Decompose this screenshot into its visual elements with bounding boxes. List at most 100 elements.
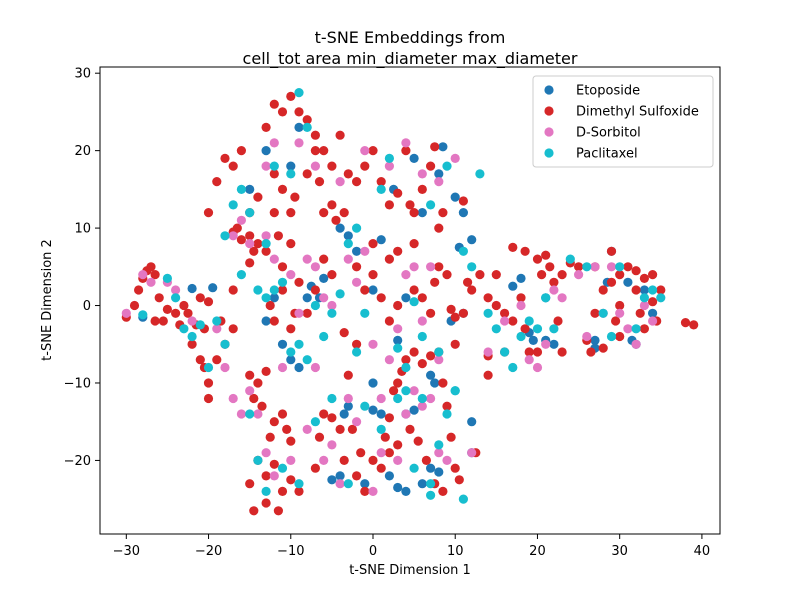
point-series1-190: [277, 107, 288, 117]
point-series2-51: [376, 448, 386, 458]
x-tick-label-6: 30: [611, 544, 628, 559]
point-series1-38: [277, 262, 288, 272]
point-series1-182: [310, 285, 320, 295]
point-series0-4: [261, 146, 271, 156]
point-series1-120: [269, 459, 279, 469]
point-series0-3: [245, 184, 255, 194]
point-series3-68: [393, 393, 403, 404]
point-series2-73: [631, 339, 641, 349]
point-series0-10: [319, 273, 329, 283]
point-series0-45: [409, 405, 419, 415]
point-series1-220: [606, 246, 617, 256]
point-series1-74: [475, 270, 485, 280]
point-series1-72: [463, 277, 473, 287]
point-series0-49: [508, 281, 518, 291]
point-series2-12: [286, 270, 296, 280]
point-series1-148: [438, 378, 448, 388]
point-series1-41: [269, 316, 279, 326]
point-series2-63: [541, 339, 551, 349]
point-series1-172: [426, 308, 436, 318]
point-series3-47: [598, 308, 608, 318]
point-series3-22: [360, 308, 370, 318]
point-series3-82: [236, 270, 246, 280]
point-series3-36: [483, 308, 493, 318]
point-series2-38: [434, 177, 444, 187]
point-series3-83: [220, 339, 230, 349]
x-tick-label-4: 10: [447, 544, 464, 559]
point-series1-219: [598, 285, 608, 295]
point-series0-25: [450, 192, 460, 202]
point-series1-187: [269, 169, 279, 179]
legend-entries: Etoposide Dimethyl Sulfoxide D-Sorbitol Pac…: [544, 84, 699, 162]
point-series3-48: [606, 331, 617, 342]
point-series2-20: [360, 246, 370, 256]
point-series1-163: [352, 339, 362, 349]
point-series1-166: [368, 270, 378, 280]
point-series1-66: [438, 208, 448, 218]
point-series0-33: [368, 378, 378, 388]
point-series0-12: [343, 231, 353, 241]
point-series1-96: [615, 300, 625, 311]
points-layer: [121, 88, 699, 516]
point-series1-78: [500, 308, 510, 318]
point-series1-58: [393, 188, 403, 198]
point-series3-0: [138, 310, 148, 320]
point-series2-37: [417, 169, 427, 179]
point-series2-13: [302, 254, 312, 264]
point-series0-34: [343, 401, 353, 411]
point-series2-57: [467, 448, 477, 458]
point-series1-153: [438, 486, 448, 496]
point-series2-7: [228, 231, 238, 241]
point-series1-34: [249, 246, 259, 256]
point-series1-207: [458, 196, 468, 206]
legend-marker-3: [544, 148, 554, 158]
point-series1-54: [360, 161, 370, 171]
point-series2-31: [294, 138, 304, 148]
point-series1-59: [401, 146, 411, 156]
point-series3-18: [327, 308, 337, 318]
point-series1-198: [343, 169, 353, 179]
point-series1-192: [294, 107, 304, 117]
point-series1-122: [286, 475, 296, 485]
point-series1-30: [236, 235, 246, 245]
point-series2-78: [220, 362, 230, 373]
point-series1-130: [319, 409, 329, 419]
point-series1-124: [273, 506, 283, 516]
point-series2-55: [434, 448, 444, 458]
point-series3-30: [434, 347, 444, 357]
point-series0-28: [467, 235, 477, 245]
point-series1-11: [171, 308, 181, 318]
point-series2-83: [409, 386, 419, 396]
point-series1-65: [434, 223, 444, 233]
point-series0-43: [434, 467, 444, 477]
point-series3-12: [269, 285, 279, 295]
point-series1-188: [261, 122, 271, 132]
point-series3-10: [245, 208, 255, 218]
point-series1-81: [520, 324, 530, 334]
point-series1-91: [586, 347, 596, 357]
point-series0-64: [648, 308, 658, 318]
point-series1-121: [277, 486, 288, 496]
point-series1-53: [352, 177, 362, 187]
point-series0-23: [438, 142, 448, 152]
point-series0-60: [623, 277, 633, 287]
point-series1-171: [417, 293, 427, 303]
point-series1-162: [343, 370, 353, 380]
point-series0-37: [335, 471, 345, 481]
point-series1-111: [249, 393, 259, 404]
point-series2-66: [574, 270, 584, 280]
point-series2-46: [319, 455, 329, 465]
point-series3-60: [261, 486, 271, 496]
point-series1-27: [228, 285, 238, 295]
y-axis: −20 −10 0 10 20 30: [64, 67, 100, 469]
point-series2-24: [401, 270, 411, 280]
point-series3-63: [310, 417, 320, 427]
x-tick-label-5: 20: [529, 544, 546, 559]
point-series1-213: [520, 246, 530, 256]
point-series1-197: [335, 130, 345, 140]
point-series1-113: [269, 417, 279, 427]
point-series2-9: [245, 239, 255, 249]
point-series3-76: [417, 393, 427, 404]
point-series1-14: [183, 308, 193, 318]
point-series2-60: [516, 300, 526, 311]
